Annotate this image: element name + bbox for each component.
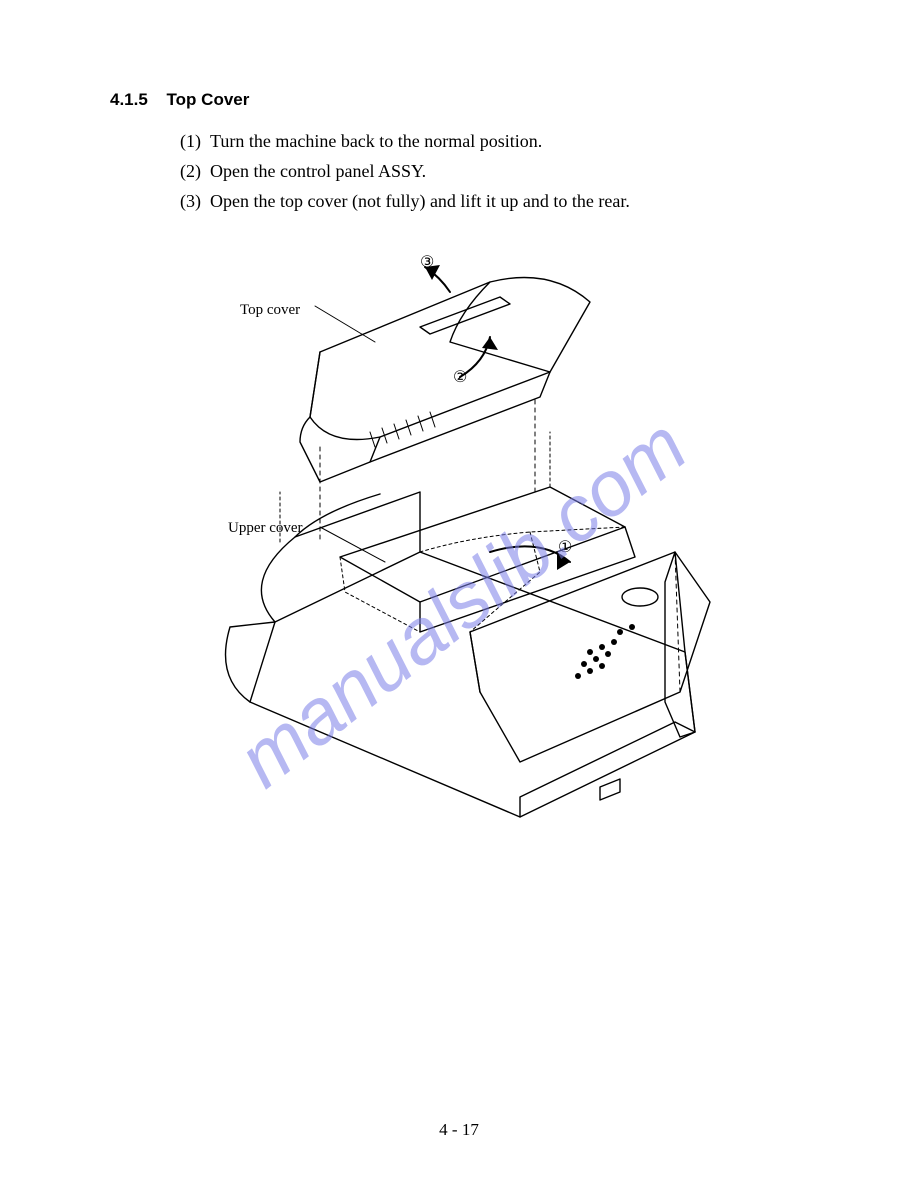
callout-2-text: ② [453, 369, 467, 386]
figure-label-top-cover: Top cover [240, 302, 300, 319]
instruction-list: (1) Turn the machine back to the normal … [180, 126, 630, 216]
page-number: 4 - 17 [0, 1120, 918, 1140]
section-heading: 4.1.5 Top Cover [110, 90, 249, 110]
callout-1-text: ① [558, 539, 572, 556]
figure-label-upper-cover: Upper cover [228, 520, 303, 537]
step-text: Open the control panel ASSY. [210, 156, 426, 186]
step-number: (3) [180, 186, 210, 216]
page: 4.1.5 Top Cover (1) Turn the machine bac… [0, 0, 918, 1188]
list-item: (1) Turn the machine back to the normal … [180, 126, 630, 156]
step-number: (2) [180, 156, 210, 186]
step-text: Open the top cover (not fully) and lift … [210, 186, 630, 216]
callout-3-text: ③ [420, 254, 434, 271]
list-item: (3) Open the top cover (not fully) and l… [180, 186, 630, 216]
step-text: Turn the machine back to the normal posi… [210, 126, 542, 156]
list-item: (2) Open the control panel ASSY. [180, 156, 630, 186]
step-number: (1) [180, 126, 210, 156]
section-title: Top Cover [167, 90, 250, 109]
figure-diagram: ③ ② ① [120, 232, 800, 872]
section-number: 4.1.5 [110, 90, 148, 109]
